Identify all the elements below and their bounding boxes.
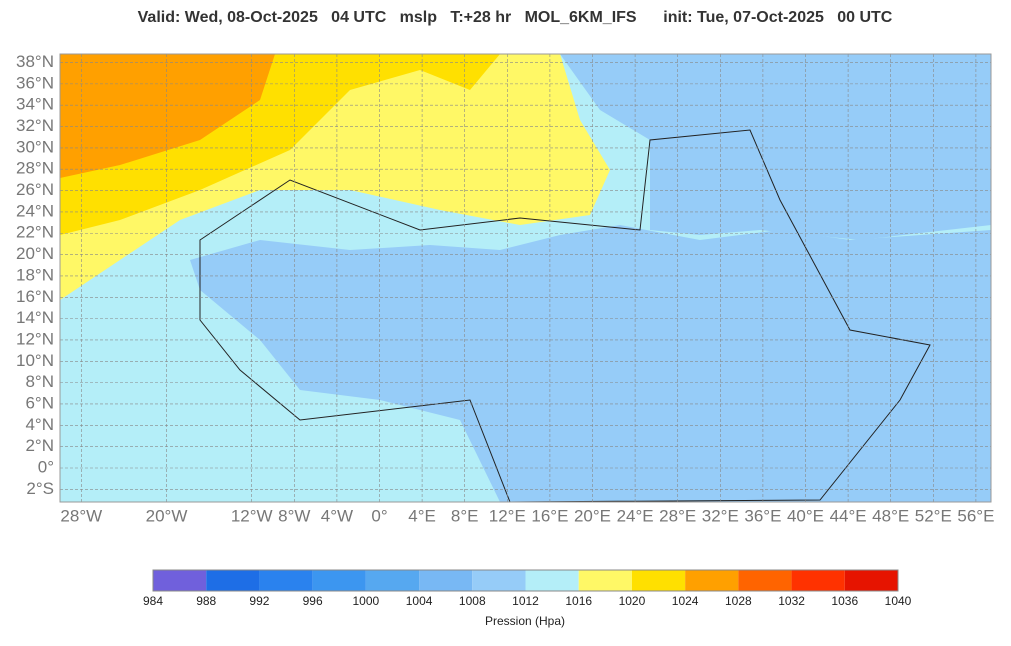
lat-label: 20°N (16, 244, 54, 263)
colorbar-swatch (365, 570, 420, 591)
region-1008-north (560, 54, 991, 240)
colorbar-tick-label: 1040 (885, 594, 912, 608)
colorbar-tick-label: 1028 (725, 594, 752, 608)
lon-label: 8°W (278, 506, 310, 525)
colorbar-swatch (206, 570, 260, 591)
region-1008 (190, 225, 991, 502)
lon-label: 28°E (659, 506, 696, 525)
lat-label: 24°N (16, 201, 54, 220)
lat-label: 8°N (25, 372, 54, 391)
lon-label: 40°E (787, 506, 824, 525)
lon-label: 12°E (489, 506, 526, 525)
region-1024 (60, 54, 275, 178)
lon-label: 20°W (146, 506, 188, 525)
lon-label: 44°E (830, 506, 867, 525)
colorbar-tick-label: 1000 (353, 594, 380, 608)
colorbar-label: Pression (Hpa) (485, 614, 565, 628)
lat-label: 10°N (16, 351, 54, 370)
lon-label: 52°E (915, 506, 952, 525)
map-frame (59, 53, 992, 503)
lat-label: 12°N (16, 329, 54, 348)
colorbar-swatch (525, 570, 579, 591)
lat-label: 18°N (16, 265, 54, 284)
colorbar-tick-label: 988 (196, 594, 216, 608)
colorbar-tick-label: 1036 (831, 594, 858, 608)
colorbar-tick-label: 1020 (619, 594, 646, 608)
lat-label: 26°N (16, 180, 54, 199)
title: Valid: Wed, 08-Oct-2025 04 UTC mslp T:+2… (138, 9, 893, 26)
map (60, 54, 991, 502)
colorbar-swatch (685, 570, 739, 591)
colorbar-swatch (578, 570, 632, 591)
lat-label: 38°N (16, 52, 54, 71)
colorbar: 984 988 992 996 1000 1004 1008 1012 1016 1020 1024… (143, 569, 912, 608)
lat-label: 32°N (16, 116, 54, 135)
lon-label: 20°E (574, 506, 611, 525)
colorbar-swatch (844, 570, 898, 591)
colorbar-tick-label: 996 (303, 594, 323, 608)
lat-label: 2°N (25, 436, 54, 455)
colorbar-swatch (259, 570, 313, 591)
colorbar-tick-label: 992 (249, 594, 269, 608)
colorbar-swatch (791, 570, 845, 591)
lon-label: 28°W (60, 506, 102, 525)
colorbar-tick-label: 1012 (512, 594, 539, 608)
lon-label: 32°E (702, 506, 739, 525)
lon-label: 8°E (451, 506, 479, 525)
lon-label: 4°W (321, 506, 353, 525)
lon-label: 24°E (617, 506, 654, 525)
lon-label: 12°W (231, 506, 273, 525)
lon-label: 56°E (957, 506, 994, 525)
lon-label: 0° (371, 506, 387, 525)
lat-label: 6°N (25, 393, 54, 412)
lat-label: 30°N (16, 137, 54, 156)
colorbar-swatch (312, 570, 366, 591)
colorbar-swatch (472, 570, 526, 591)
colorbar-frame (152, 569, 899, 592)
colorbar-swatch (153, 570, 207, 591)
lat-label: 14°N (16, 308, 54, 327)
grid (60, 54, 991, 502)
colorbar-tick-label: 984 (143, 594, 163, 608)
lat-label: 36°N (16, 73, 54, 92)
colorbar-swatch (419, 570, 473, 591)
lat-label: 2°S (26, 479, 54, 498)
lat-label: 22°N (16, 223, 54, 242)
lat-label: 16°N (16, 287, 54, 306)
lon-label: 48°E (872, 506, 909, 525)
lat-label: 28°N (16, 159, 54, 178)
colorbar-tick-label: 1004 (406, 594, 433, 608)
colorbar-tick-label: 1024 (672, 594, 699, 608)
lat-label: 0° (38, 457, 54, 476)
lat-label: 34°N (16, 95, 54, 114)
colorbar-swatch (631, 570, 686, 591)
lat-label: 4°N (25, 415, 54, 434)
lon-label: 4°E (408, 506, 436, 525)
lon-label: 36°E (744, 506, 781, 525)
colorbar-swatch (738, 570, 792, 591)
axes: 38°N 36°N 34°N 32°N 30°N 28°N 26°N 24°N 22°N 20°N… (16, 52, 994, 525)
colorbar-tick-label: 1016 (565, 594, 592, 608)
coastline (199, 129, 931, 502)
colorbar-tick-label: 1032 (778, 594, 805, 608)
lon-label: 16°E (531, 506, 568, 525)
colorbar-tick-label: 1008 (459, 594, 486, 608)
